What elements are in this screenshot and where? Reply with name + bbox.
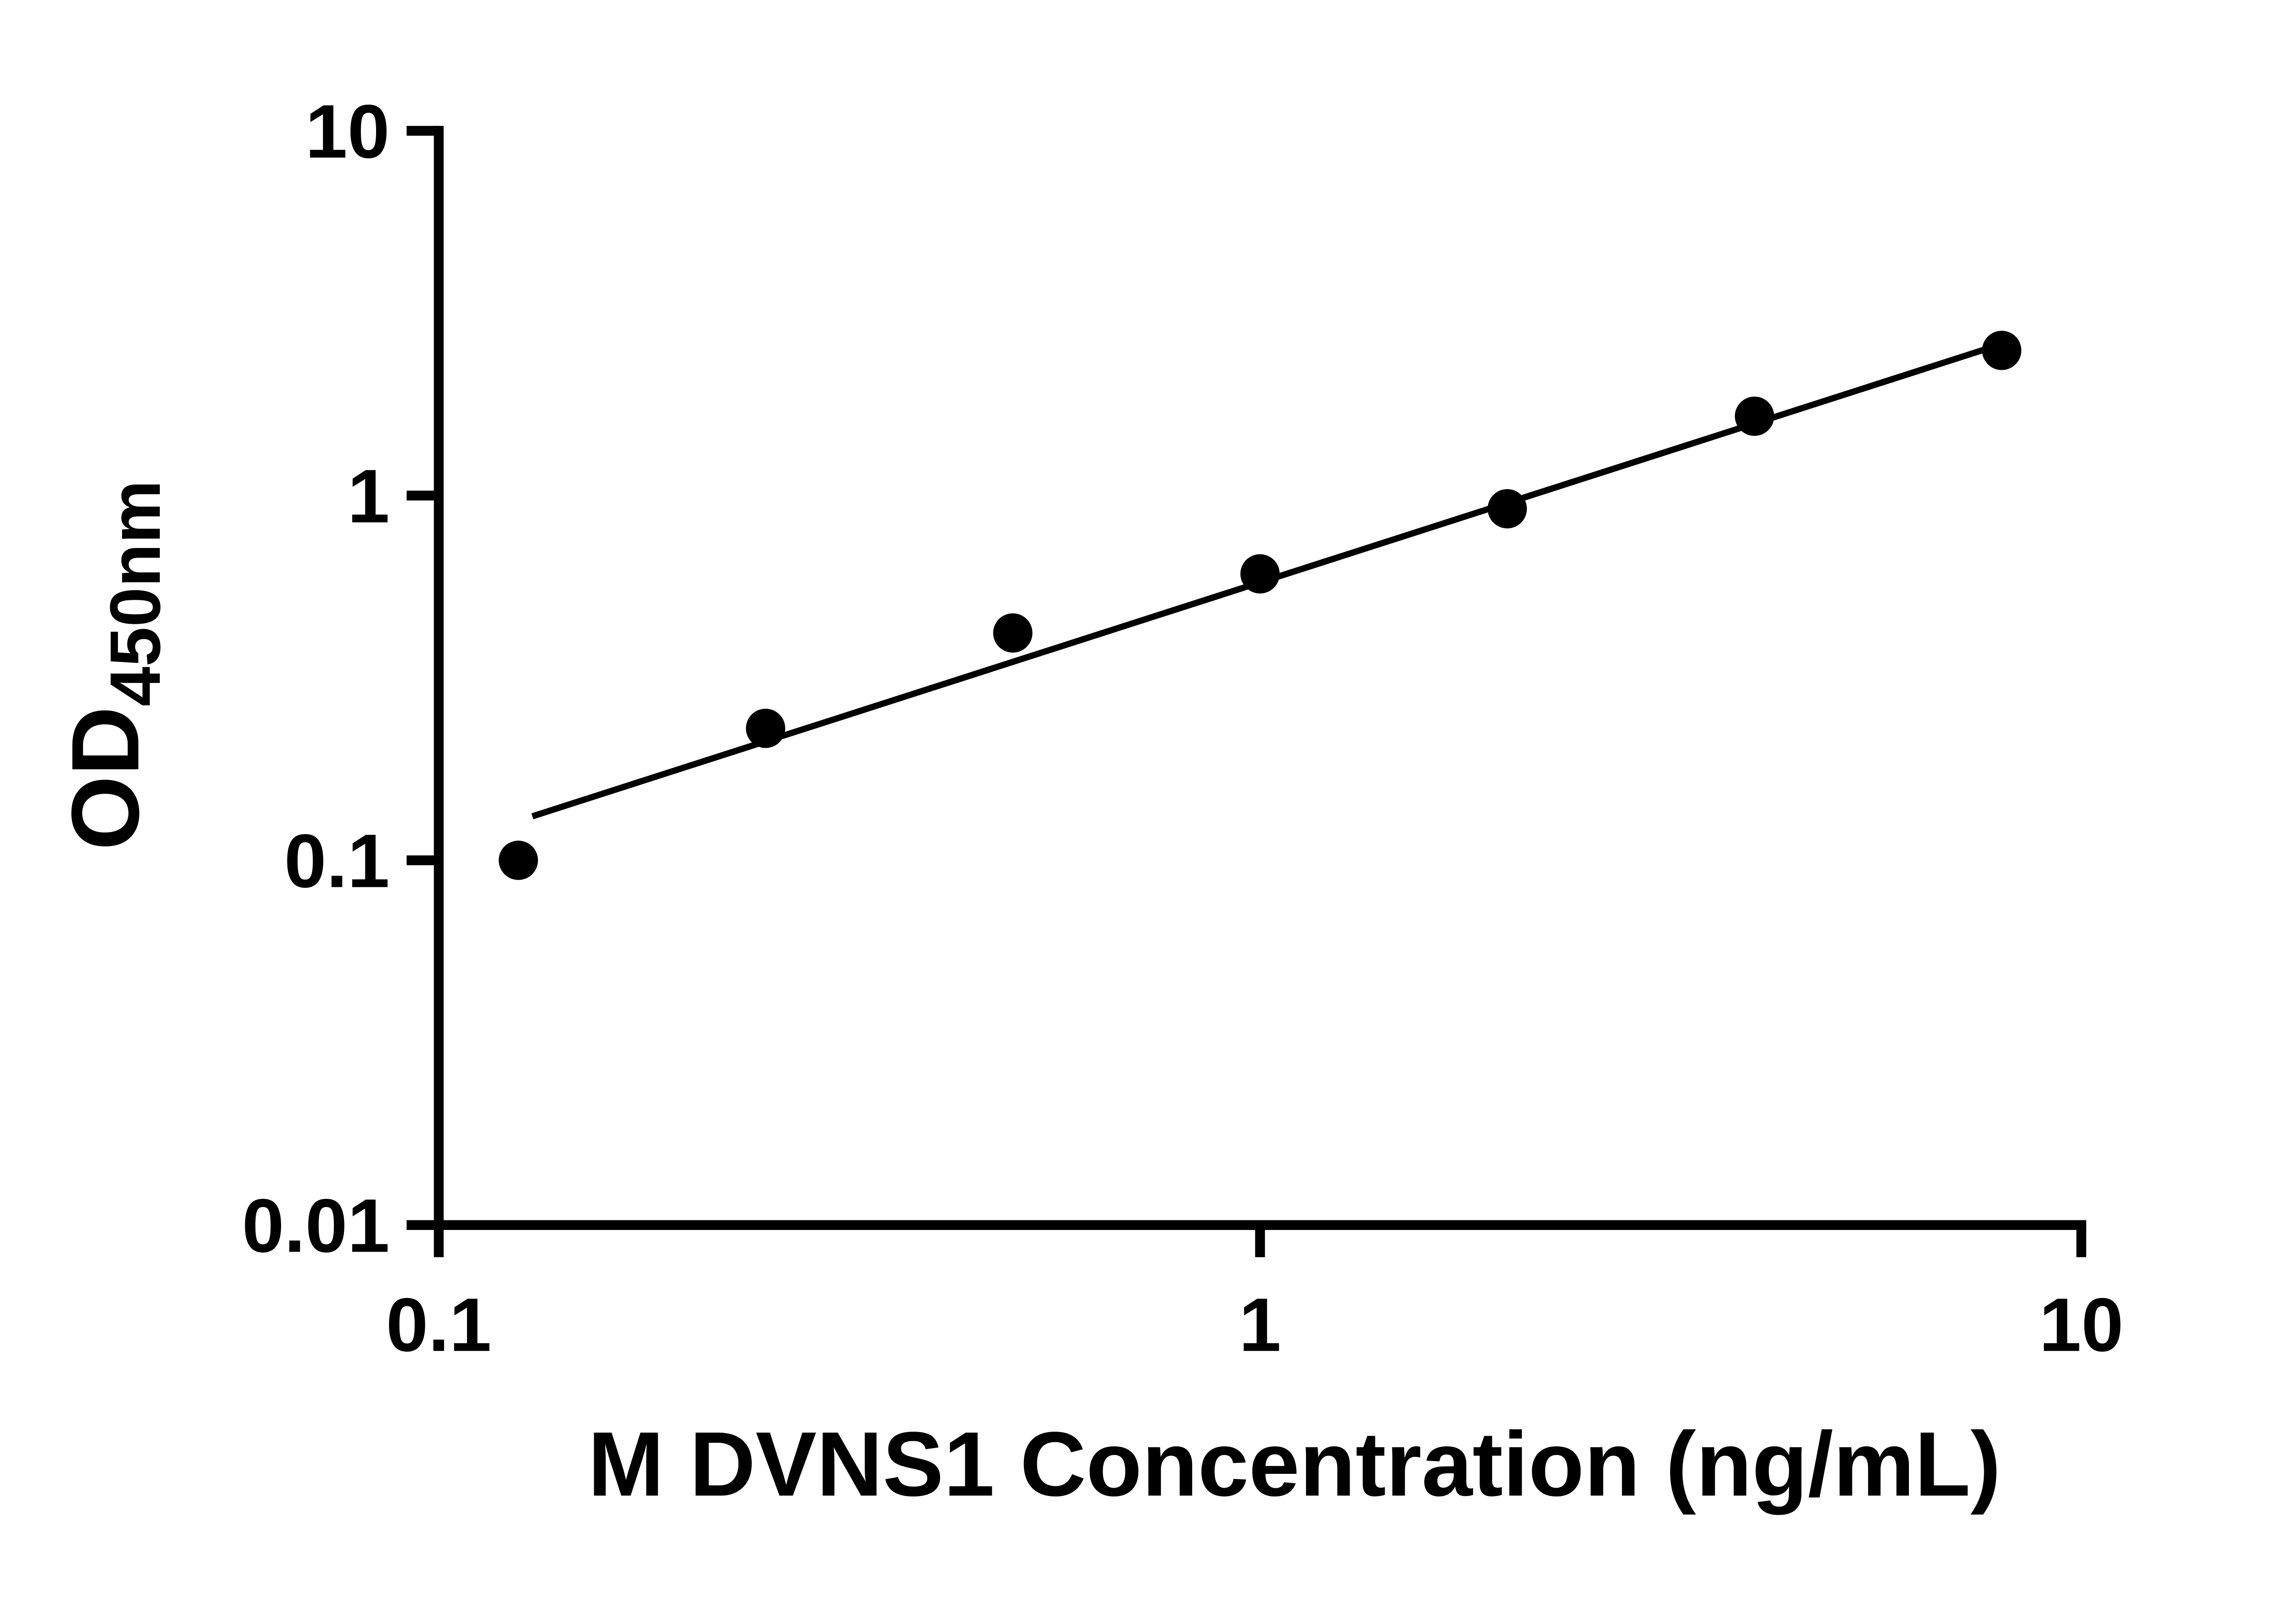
data-point — [499, 841, 538, 880]
y-tick-label: 10 — [305, 89, 390, 174]
y-tick-label: 0.01 — [242, 1183, 390, 1268]
data-series — [499, 331, 2021, 880]
x-tick-label: 0.1 — [386, 1282, 492, 1367]
chart-page: 0.1 1 10 0.01 0.1 1 10 M DVNS1 Concentration (… — [52, 89, 2124, 1516]
y-axis-title-main: OD — [52, 706, 159, 850]
x-tick-label: 10 — [2039, 1282, 2124, 1367]
data-point — [1982, 331, 2021, 370]
y-axis-title-sub: 450nm — [95, 480, 175, 706]
y-axis-title: OD450nm — [52, 480, 175, 850]
standard-curve-chart: 0.1 1 10 0.01 0.1 1 10 M DVNS1 Concentration (… — [52, 89, 2124, 1516]
axis-ticks — [406, 126, 2087, 1258]
x-axis-title: M DVNS1 Concentration (ng/mL) — [588, 1413, 2001, 1515]
data-point — [993, 613, 1033, 653]
x-tick-label: 1 — [1239, 1282, 1281, 1367]
y-tick-label: 1 — [348, 454, 390, 539]
axis-tick-labels: 0.1 1 10 0.01 0.1 1 10 — [242, 89, 2123, 1367]
y-tick-label: 0.1 — [284, 818, 390, 903]
data-point — [746, 709, 785, 748]
axes — [433, 126, 2087, 1230]
data-point — [1240, 554, 1280, 594]
data-point — [1734, 396, 1774, 436]
data-point — [1487, 489, 1527, 529]
